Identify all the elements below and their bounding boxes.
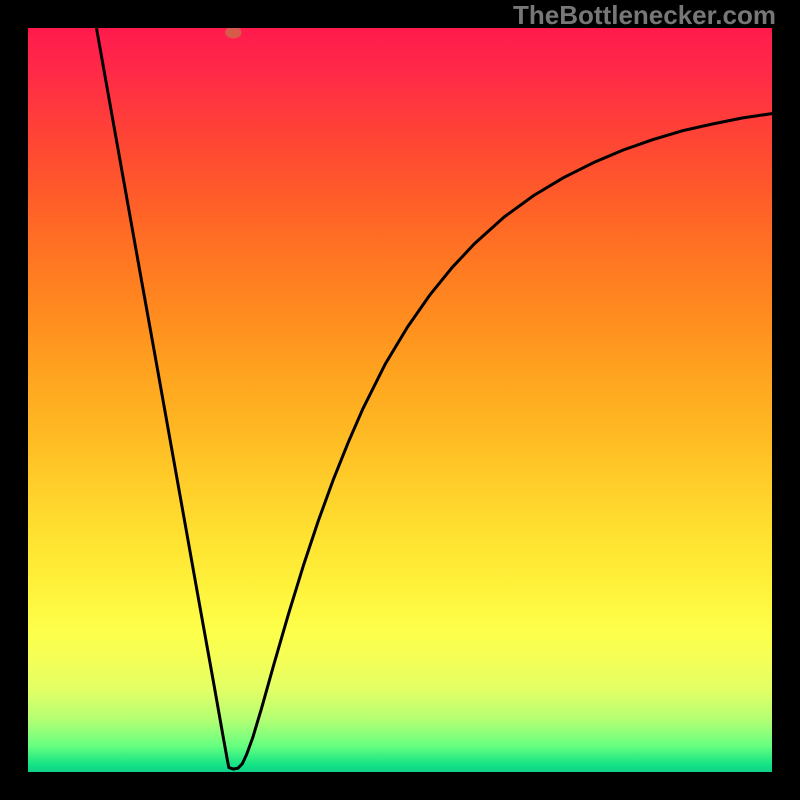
plot-frame xyxy=(28,28,772,772)
gradient-background xyxy=(28,28,772,772)
plot-svg xyxy=(28,28,772,772)
chart-root: TheBottlenecker.com xyxy=(0,0,800,800)
plot-area xyxy=(28,28,772,772)
watermark-text: TheBottlenecker.com xyxy=(513,0,776,31)
